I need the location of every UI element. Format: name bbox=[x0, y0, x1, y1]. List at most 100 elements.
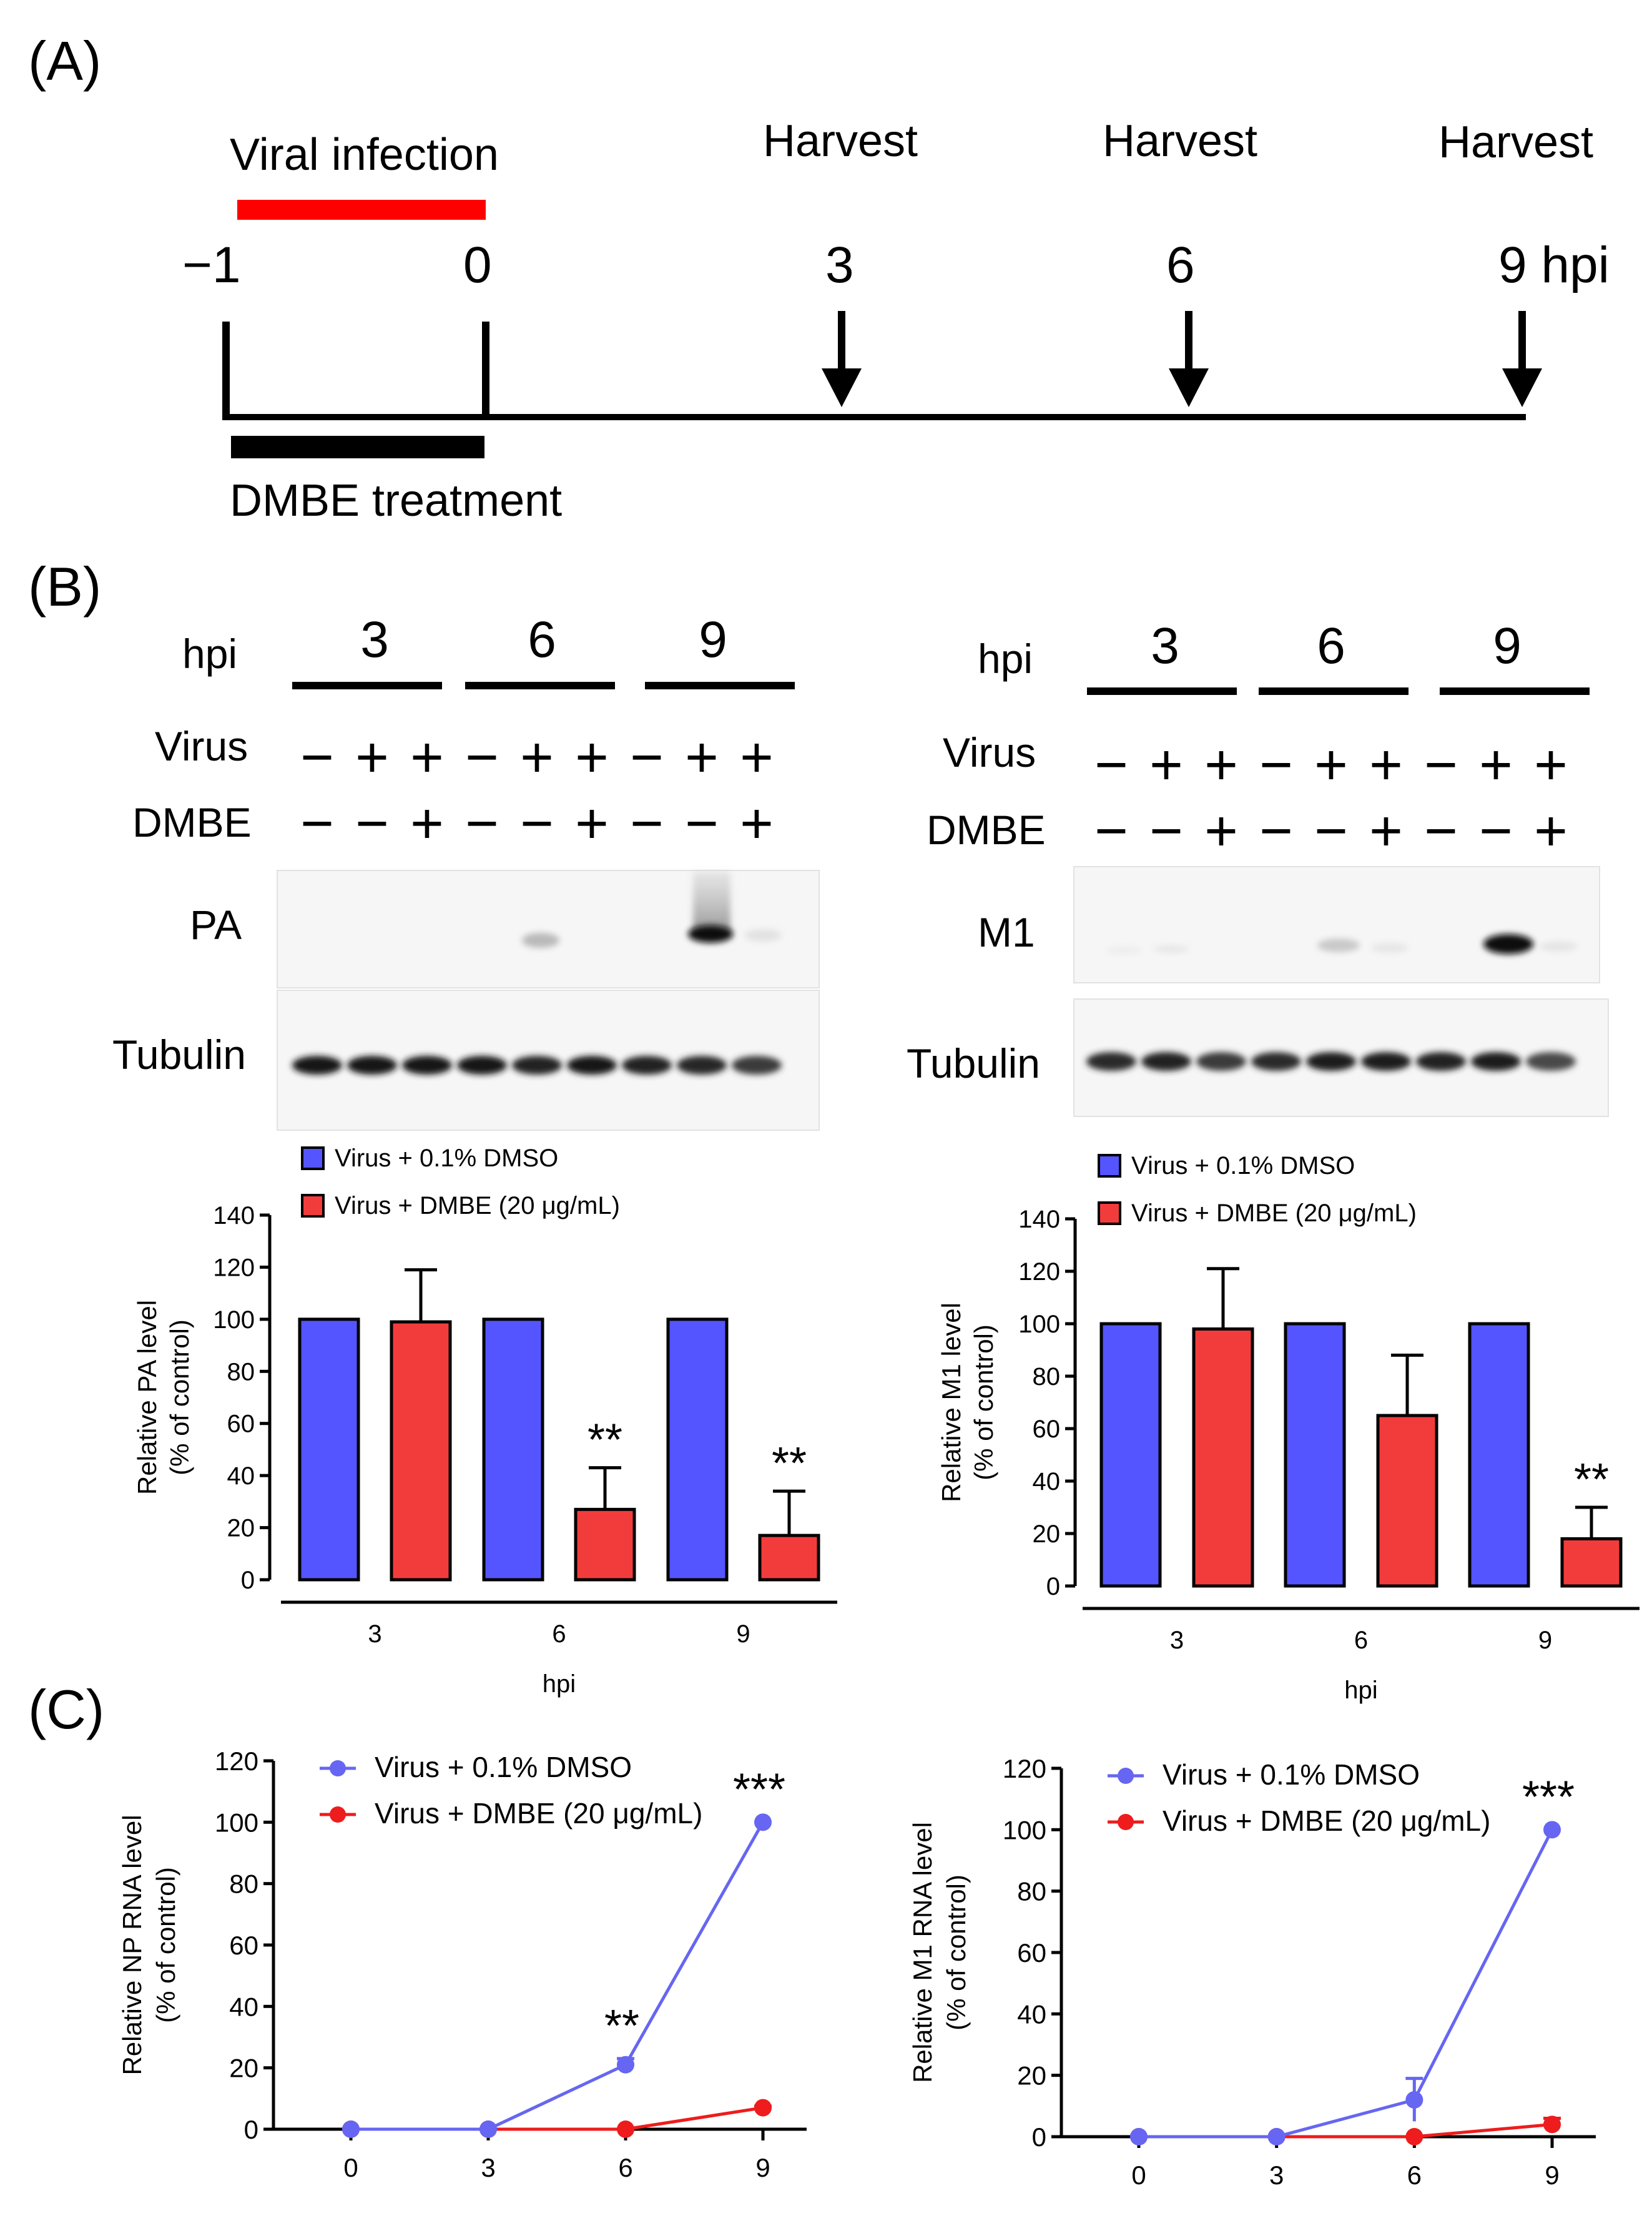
blot-left-loading-label: Tubulin bbox=[112, 1032, 246, 1078]
bar-dmso bbox=[482, 1317, 544, 1582]
blot-left-group-6: 6 bbox=[528, 611, 556, 668]
blot-left-group-3: 3 bbox=[360, 611, 389, 668]
bar-dmbe bbox=[1192, 1327, 1254, 1588]
blot-right-group-9: 9 bbox=[1493, 618, 1522, 674]
y-tick-label: 80 bbox=[1033, 1363, 1061, 1391]
data-point-dmso bbox=[1130, 2128, 1148, 2145]
x-category-label: 3 bbox=[1170, 1627, 1184, 1654]
blot-right-virus-label: Virus bbox=[943, 729, 1036, 776]
blot-right-group-bar-9 bbox=[1440, 687, 1590, 695]
significance-mark: *** bbox=[733, 1765, 785, 1815]
y-tick-label: 40 bbox=[229, 1992, 258, 2021]
timepoint-minus1: −1 bbox=[182, 237, 241, 293]
legend-label: Virus + DMBE (20 μg/mL) bbox=[1163, 1805, 1490, 1837]
x-category-label: 6 bbox=[1354, 1627, 1368, 1654]
x-category-label: 9 bbox=[736, 1620, 750, 1648]
blot-left-group-bar-6 bbox=[465, 682, 615, 689]
blot-left-virus-sign-5: + bbox=[520, 726, 554, 789]
blot-left-dmbe-sign-3: + bbox=[410, 792, 444, 855]
bar-dmbe bbox=[758, 1534, 820, 1582]
data-point-dmbe bbox=[617, 2120, 634, 2138]
blot-left-target-membrane bbox=[277, 870, 820, 988]
blot-right-hpi-label: hpi bbox=[978, 636, 1033, 682]
blot-right-dmbe-row: − − + − − + − − + bbox=[1094, 799, 1568, 863]
y-tick-label: 60 bbox=[227, 1411, 255, 1438]
y-tick-label: 20 bbox=[1033, 1520, 1061, 1548]
timepoint-0: 0 bbox=[463, 237, 492, 293]
y-tick-label: 120 bbox=[213, 1254, 255, 1281]
blot-left-virus-sign-7: − bbox=[630, 726, 664, 789]
blot-right-virus-sign-3: + bbox=[1204, 733, 1238, 797]
series-line-dmso bbox=[1139, 1829, 1554, 2139]
blot-left-target-bands bbox=[522, 872, 782, 948]
legend-marker bbox=[1118, 1768, 1134, 1784]
y-tick-label: 140 bbox=[1018, 1206, 1060, 1233]
legend-swatch bbox=[1098, 1201, 1121, 1225]
blot-left-target-label: PA bbox=[190, 902, 242, 948]
bar-dmso bbox=[666, 1317, 729, 1582]
blot-right-tubulin-band-4 bbox=[1251, 1052, 1301, 1071]
y-axis-title: Relative M1 level bbox=[937, 1303, 966, 1502]
blot-right: hpi 3 6 9 Virus DMBE − + + − + + − + + − − + − − + − − +… bbox=[907, 618, 1609, 1117]
y-tick-label: 100 bbox=[1018, 1311, 1060, 1338]
y-tick-label: 120 bbox=[215, 1746, 258, 1776]
x-axis-title: hpi bbox=[543, 1670, 576, 1698]
blot-left-group-bar-9 bbox=[645, 682, 795, 689]
legend-label: Virus + DMBE (20 μg/mL) bbox=[1131, 1199, 1417, 1227]
blot-right-dmbe-sign-7: − bbox=[1424, 799, 1458, 863]
blot-right-tubulin-band-8 bbox=[1471, 1052, 1521, 1071]
blot-right-group-3: 3 bbox=[1151, 618, 1179, 674]
blot-left-dmbe-label: DMBE bbox=[132, 799, 252, 845]
bar-chart-m1: 0 20 40 60 80 100 120 140 Relative M1 level (% of… bbox=[937, 1152, 1640, 1704]
x-category-label: 3 bbox=[368, 1620, 381, 1648]
legend-swatch bbox=[301, 1146, 325, 1170]
y-tick-label: 20 bbox=[1017, 2061, 1046, 2090]
blot-left-loading-bands bbox=[292, 1056, 782, 1075]
blot-right-virus-sign-6: + bbox=[1369, 733, 1403, 797]
x-category-label: 6 bbox=[552, 1620, 566, 1648]
data-point-dmso bbox=[1267, 2128, 1286, 2145]
y-tick-label: 60 bbox=[229, 1931, 258, 1960]
y-tick-label: 80 bbox=[229, 1869, 258, 1899]
blot-right-group-bar-3 bbox=[1087, 687, 1237, 695]
bar-dmso bbox=[1099, 1322, 1162, 1588]
panel-c-letter: (C) bbox=[28, 1678, 104, 1740]
blot-left-virus-sign-6: + bbox=[575, 726, 609, 789]
legend-label: Virus + 0.1% DMSO bbox=[1163, 1758, 1420, 1791]
blot-left-virus-sign-1: − bbox=[300, 726, 334, 789]
legend-marker bbox=[330, 1806, 346, 1823]
blot-right-dmbe-sign-3: + bbox=[1204, 799, 1238, 863]
y-tick-label: 60 bbox=[1033, 1416, 1061, 1443]
data-point-dmso bbox=[1405, 2091, 1423, 2109]
panel-b-letter: (B) bbox=[28, 556, 101, 618]
blot-left-virus-sign-2: + bbox=[355, 726, 389, 789]
blot-left-virus-sign-4: − bbox=[465, 726, 499, 789]
blot-left-tubulin-band-2 bbox=[347, 1056, 397, 1075]
blot-right-virus-sign-7: − bbox=[1424, 733, 1458, 797]
blot-left-virus-label: Virus bbox=[155, 723, 248, 769]
data-point-dmbe bbox=[1405, 2128, 1423, 2145]
harvest-arrow-6 bbox=[1169, 311, 1209, 407]
y-axis-title-unit: (% of control) bbox=[942, 1874, 971, 2031]
legend-swatch bbox=[1098, 1154, 1121, 1178]
y-axis-title: Relative M1 RNA level bbox=[908, 1822, 937, 2083]
blot-right-target-label: M1 bbox=[978, 909, 1035, 955]
panel-a-letter: (A) bbox=[28, 30, 101, 92]
legend-marker bbox=[330, 1760, 346, 1776]
x-category-label: 9 bbox=[1538, 1627, 1552, 1654]
blot-right-virus-sign-2: + bbox=[1149, 733, 1183, 797]
blot-left-dmbe-sign-6: + bbox=[575, 792, 609, 855]
x-axis-title: hpi bbox=[1344, 1677, 1377, 1704]
blot-right-tubulin-band-3 bbox=[1196, 1052, 1246, 1071]
legend-label: Virus + 0.1% DMSO bbox=[335, 1145, 558, 1172]
blot-left-group-9: 9 bbox=[699, 611, 727, 668]
data-point-dmbe bbox=[754, 2099, 772, 2117]
blot-right-tubulin-band-9 bbox=[1526, 1052, 1576, 1071]
blot-right-loading-bands bbox=[1086, 1052, 1576, 1071]
y-tick-label: 140 bbox=[213, 1202, 255, 1229]
significance-mark: ** bbox=[604, 2001, 639, 2051]
data-point-dmbe bbox=[1543, 2115, 1561, 2134]
line-chart-m1-rna: 0 20 40 60 80 100 120 0 3 6 9 Relative M1 RNA level… bbox=[908, 1754, 1596, 2190]
blot-left-dmbe-sign-8: − bbox=[685, 792, 719, 855]
